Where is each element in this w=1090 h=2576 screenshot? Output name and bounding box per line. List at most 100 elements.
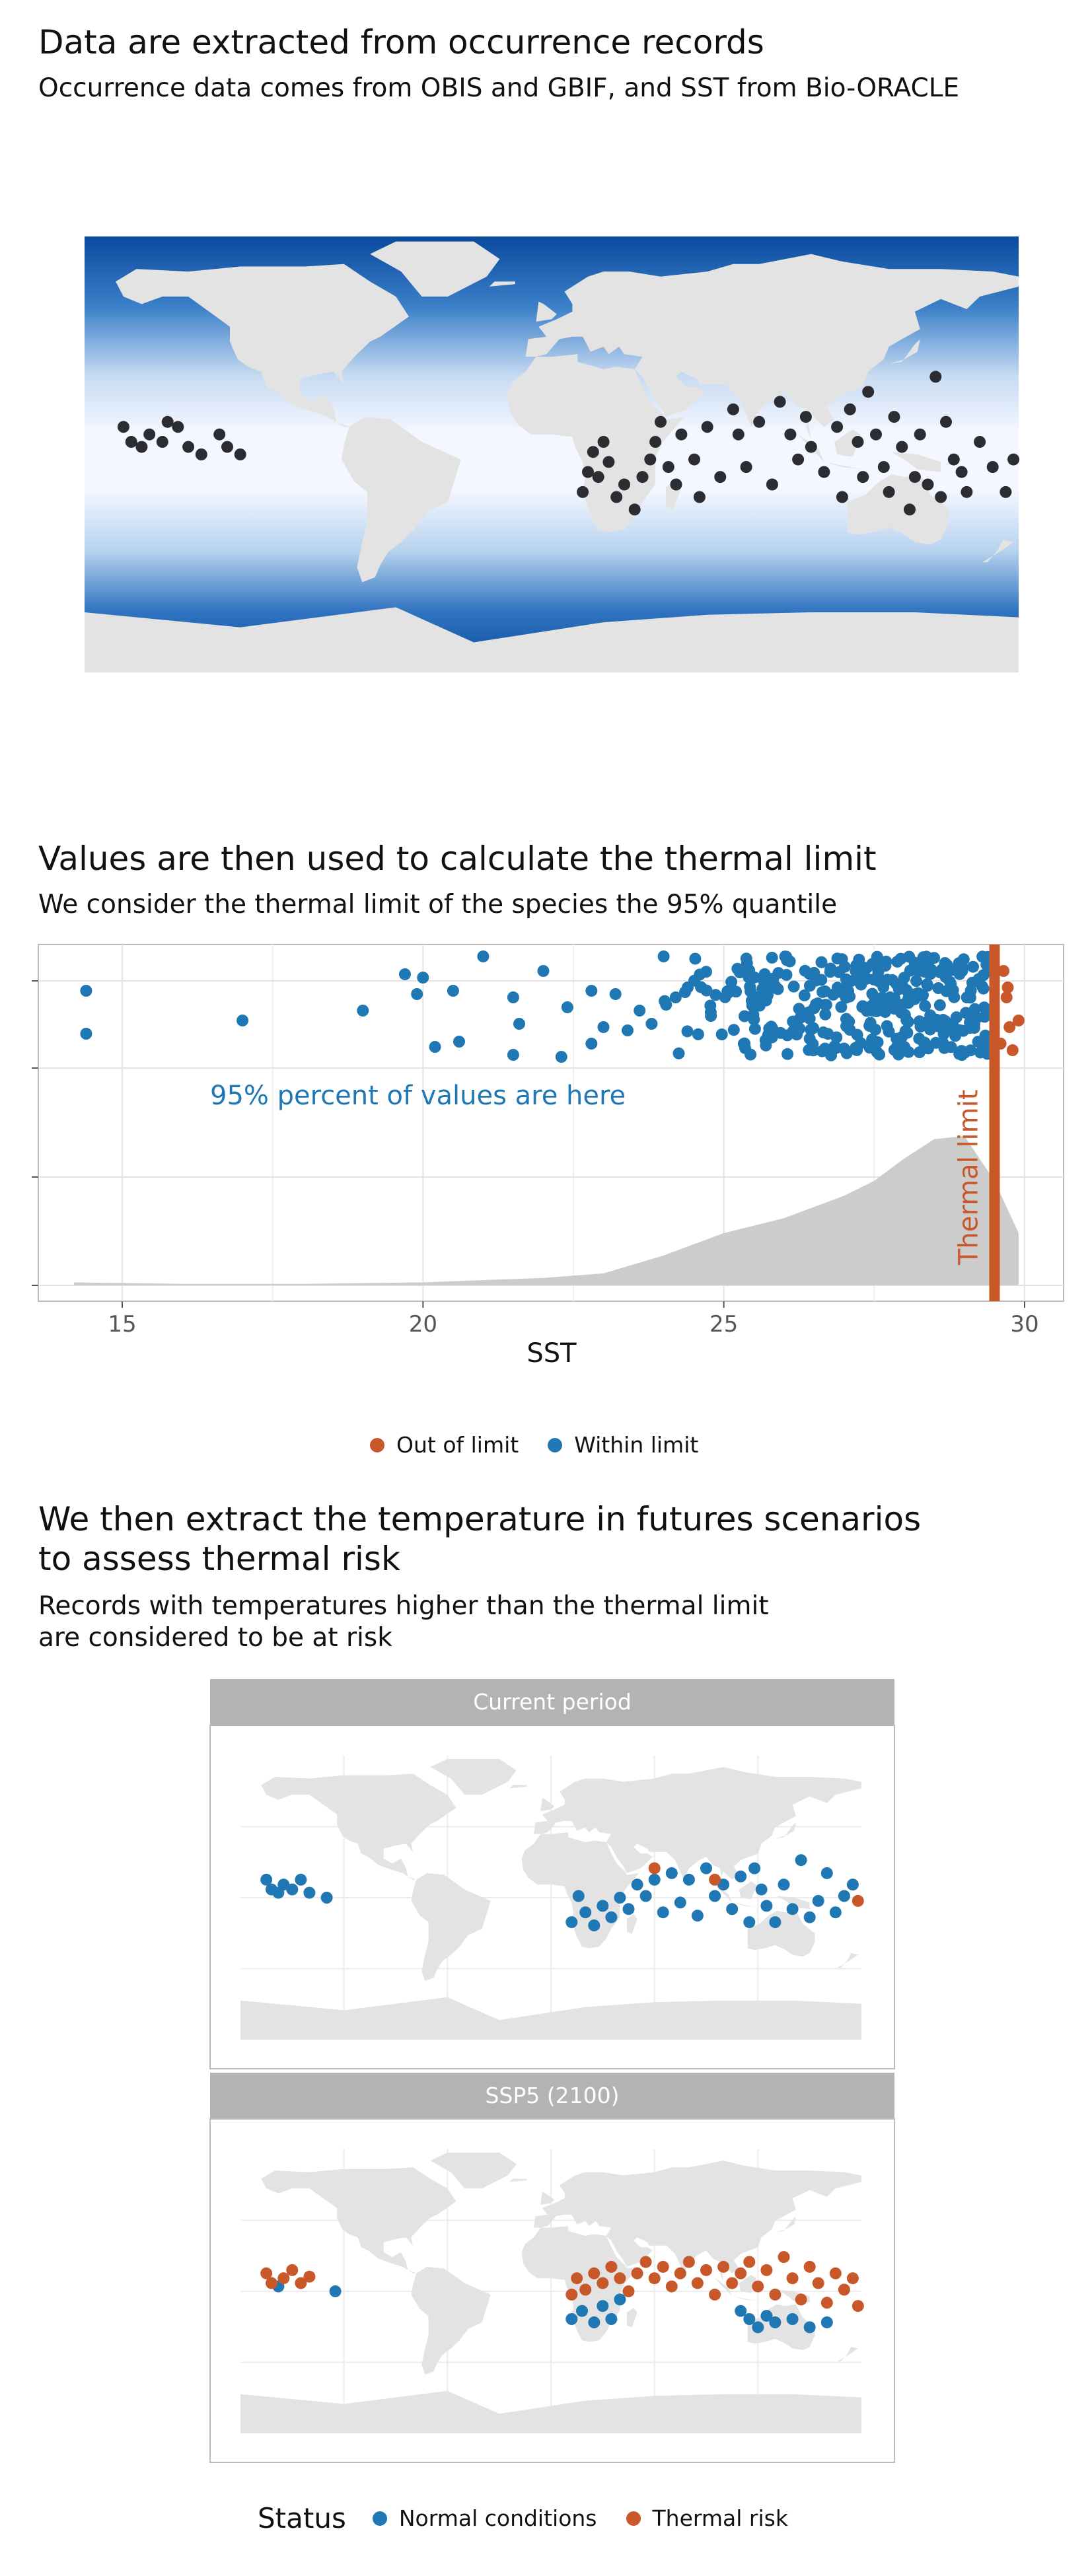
occurrence-point-point <box>592 471 604 483</box>
thermal-limit-line <box>989 945 1000 1301</box>
landmass <box>982 540 1014 563</box>
within-point <box>737 1038 750 1050</box>
risk-point-point <box>691 2277 704 2289</box>
occurrence-point-point <box>1007 453 1020 466</box>
within-point <box>879 960 892 972</box>
within-point <box>780 968 793 981</box>
normal-point-point <box>838 1890 850 1902</box>
within-point <box>953 957 965 970</box>
within-point <box>840 1047 853 1059</box>
occurrence-point-point <box>587 446 599 458</box>
within-point <box>874 1003 887 1016</box>
occurrence-point-point <box>117 421 129 433</box>
within-point <box>597 1021 610 1033</box>
landmass <box>411 2266 491 2375</box>
within-point <box>80 985 92 997</box>
landmass <box>536 301 557 322</box>
normal-point-point <box>260 1873 273 1886</box>
within-point <box>731 962 744 975</box>
within-point <box>748 1013 760 1026</box>
normal-point-point <box>760 2310 773 2322</box>
legend-label: Out of limit <box>396 1432 519 1458</box>
risk-point-point <box>769 2288 781 2301</box>
risk-point-point <box>657 2260 669 2273</box>
normal-point-point <box>803 1911 816 1923</box>
legend-label: Within limit <box>574 1432 699 1458</box>
normal-point-point <box>700 1862 712 1875</box>
within-point <box>884 991 896 1003</box>
risk-point-point <box>286 2264 299 2276</box>
normal-point-point <box>786 2313 799 2325</box>
landmass <box>370 241 500 297</box>
occurrence-point-point <box>799 411 812 423</box>
landmass <box>240 2390 861 2433</box>
within-point <box>429 1041 441 1053</box>
risk-point-point <box>829 2267 842 2279</box>
risk-point-point <box>852 2300 864 2312</box>
within-point <box>843 1015 855 1028</box>
occurrence-point-point <box>862 386 875 398</box>
landmass <box>489 281 515 287</box>
occurrence-point-point <box>986 461 999 473</box>
risk-points <box>260 2251 864 2312</box>
risk-point-point <box>674 2267 686 2279</box>
normal-point-point <box>329 2285 342 2297</box>
occurrence-point-point <box>940 415 952 428</box>
within-point <box>861 962 873 974</box>
within-point <box>555 1051 567 1063</box>
within-point <box>874 994 886 1007</box>
within-point <box>818 999 831 1011</box>
normal-point-point <box>795 1854 807 1867</box>
occurrence-point-point <box>766 478 778 491</box>
occurrence-point-point <box>732 428 745 441</box>
risk-point-point <box>303 2270 316 2283</box>
landmass <box>533 1767 861 1888</box>
risk-point-point <box>665 2280 678 2293</box>
risk-point-point <box>735 2267 747 2279</box>
within-point <box>810 998 822 1011</box>
risk-point-point <box>778 2251 790 2264</box>
normal-point-point <box>622 1903 635 1915</box>
within-point <box>787 980 800 993</box>
risk-point-point <box>622 2285 635 2297</box>
within-point <box>978 1011 991 1023</box>
landmass <box>509 1785 527 1789</box>
risk-point-point <box>571 2272 583 2285</box>
within-point <box>863 1020 876 1032</box>
section2-subtitle: We consider the thermal limit of the spe… <box>38 890 838 919</box>
within-point <box>411 988 423 1000</box>
within-point <box>844 990 856 1003</box>
risk-point-point <box>648 1862 661 1875</box>
within-point <box>894 1001 907 1014</box>
within-point <box>803 1032 816 1045</box>
risk-point-point <box>648 2272 661 2285</box>
occurrence-point-point <box>618 478 630 491</box>
occurrence-point-point <box>877 461 890 473</box>
within-point <box>622 1024 634 1036</box>
legend-swatch <box>370 1437 384 1452</box>
landmass <box>525 254 1019 440</box>
within-point <box>585 1038 598 1050</box>
landmass <box>777 1896 810 1910</box>
occurrence-point-point <box>908 471 921 483</box>
within-point <box>964 1044 977 1057</box>
landmass <box>889 339 920 365</box>
occurrence-point-point <box>914 428 926 441</box>
landmass <box>521 2226 639 2342</box>
occurrence-point-point <box>961 485 973 498</box>
occurrence-point-point <box>172 421 184 433</box>
within-point <box>766 951 778 964</box>
occurrence-point-point <box>649 436 662 448</box>
landmass <box>533 2161 861 2282</box>
within-point <box>980 1039 992 1051</box>
within-point <box>692 1028 704 1040</box>
occurrence-point-point <box>727 403 739 415</box>
within-point <box>914 1020 927 1033</box>
occurrence-point-point <box>852 436 864 448</box>
within-point <box>967 960 979 973</box>
landmass <box>509 2178 527 2182</box>
within-point <box>932 1020 945 1032</box>
within-point <box>669 991 682 1003</box>
x-tick-label: 30 <box>1010 1311 1038 1338</box>
within-point <box>657 950 670 962</box>
